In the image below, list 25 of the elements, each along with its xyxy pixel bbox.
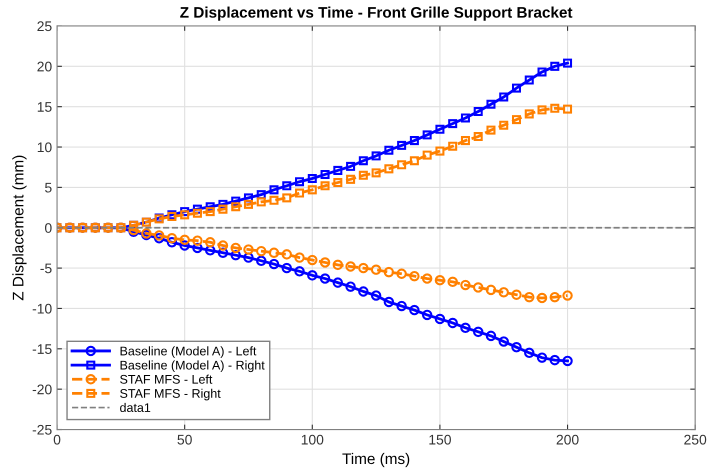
y-tick-label: -25 — [32, 424, 52, 435]
y-tick-label: 10 — [38, 142, 52, 152]
y-tick-label: 0 — [45, 223, 52, 233]
y-tick-label: 25 — [37, 21, 52, 32]
y-tick-label: 5 — [45, 182, 52, 193]
y-tick-label: -20 — [32, 384, 52, 394]
x-tick-label: 100 — [302, 434, 324, 445]
y-tick-label: -5 — [40, 264, 52, 274]
y-tick-label: -10 — [32, 304, 52, 314]
legend-label: Baseline (Model A) - Left — [120, 346, 256, 358]
legend-label: STAF MFS - Right — [120, 388, 221, 400]
chart-title: Z Displacement vs Time - Front Grille Support Bracket — [180, 6, 572, 21]
x-tick-label: 250 — [684, 434, 706, 445]
x-tick-label: 200 — [556, 434, 579, 445]
x-tick-label: 150 — [429, 434, 451, 445]
y-axis-title: Z Displacement (mm) — [12, 156, 27, 300]
legend-label: Baseline (Model A) - Right — [120, 360, 265, 372]
y-tick-label: 20 — [37, 62, 52, 72]
y-tick-label: -15 — [32, 344, 52, 354]
x-axis-title: Time (ms) — [342, 452, 410, 468]
y-tick-label: 15 — [38, 102, 52, 112]
x-tick-label: 0 — [54, 434, 60, 445]
legend-label: STAF MFS - Left — [120, 374, 212, 384]
legend-label: data1 — [120, 402, 150, 412]
x-tick-label: 50 — [178, 434, 192, 445]
